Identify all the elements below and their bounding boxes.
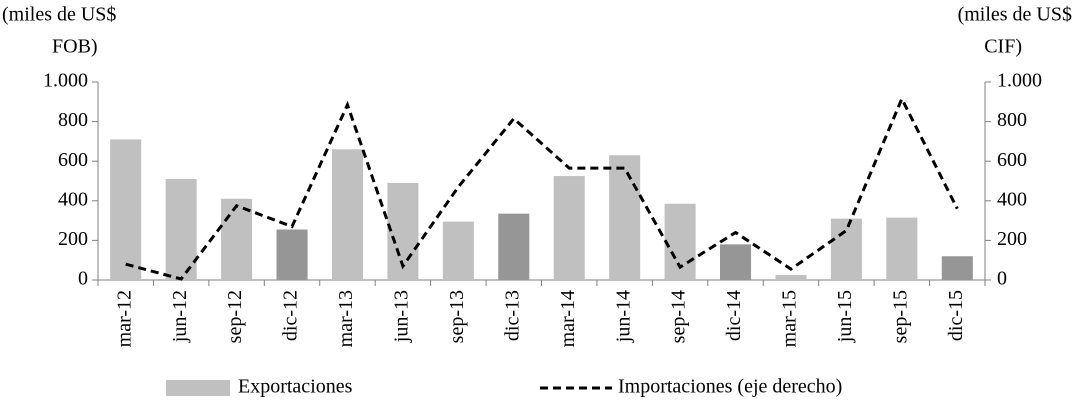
x-tick-label: mar-13 — [335, 290, 357, 347]
line — [125, 95, 959, 281]
y2-tick-label: 400 — [997, 188, 1027, 210]
y2-tick-label: 0 — [997, 268, 1007, 290]
y2-tick-label: 600 — [997, 149, 1027, 171]
y-axis-title: FOB) — [52, 36, 98, 58]
bar — [110, 139, 142, 280]
bar — [165, 179, 197, 280]
bar — [553, 176, 585, 280]
y-tick-label: 600 — [58, 149, 88, 171]
legend-swatch — [166, 380, 230, 396]
x-tick-label: dic-13 — [501, 290, 523, 341]
bar — [830, 218, 862, 280]
y-tick-label: 1.000 — [43, 70, 88, 92]
bar — [221, 198, 253, 280]
x-tick-label: sep-13 — [446, 290, 468, 343]
bar — [609, 155, 641, 280]
x-tick-label: jun-14 — [612, 290, 634, 343]
bar — [775, 275, 807, 280]
bar — [276, 229, 308, 280]
y2-axis-title: (miles de US$ — [958, 4, 1072, 26]
x-tick-label: sep-14 — [668, 290, 690, 343]
x-tick-label: dic-14 — [723, 290, 745, 341]
x-tick-label: mar-15 — [779, 290, 801, 347]
legend-label: Importaciones (eje derecho) — [618, 376, 842, 398]
x-tick-label: dic-15 — [945, 290, 967, 341]
y2-axis-title: CIF) — [984, 36, 1022, 58]
x-tick-label: sep-12 — [224, 290, 246, 343]
bar — [442, 221, 474, 280]
x-tick-label: jun-12 — [169, 290, 191, 343]
bar — [498, 213, 530, 280]
y-tick-label: 800 — [58, 109, 88, 131]
x-tick-label: sep-15 — [889, 290, 911, 343]
x-tick-label: dic-12 — [280, 290, 302, 341]
bar — [941, 256, 973, 280]
y-tick-label: 400 — [58, 188, 88, 210]
x-tick-label: mar-12 — [113, 290, 135, 347]
y-tick-label: 200 — [58, 228, 88, 250]
y-tick-label: 0 — [78, 268, 88, 290]
bar — [886, 217, 918, 280]
x-tick-label: jun-15 — [834, 290, 856, 343]
y2-tick-label: 800 — [997, 109, 1027, 131]
y-axis-title: (miles de US$ — [2, 4, 116, 26]
legend-label: Exportaciones — [238, 376, 353, 398]
bar — [331, 149, 363, 280]
x-tick-label: mar-14 — [557, 290, 579, 347]
x-tick-label: jun-13 — [391, 290, 413, 343]
y2-tick-label: 1.000 — [997, 70, 1042, 92]
y2-tick-label: 200 — [997, 228, 1027, 250]
bar — [720, 244, 752, 280]
